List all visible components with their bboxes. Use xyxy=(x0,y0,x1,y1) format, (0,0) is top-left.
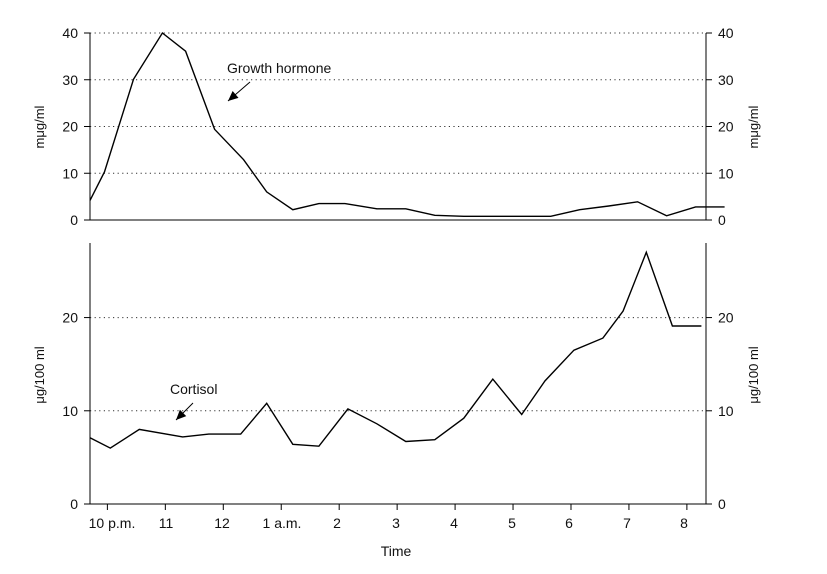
x-tick-label: 3 xyxy=(392,515,400,531)
x-tick-label: 8 xyxy=(680,515,688,531)
x-tick-label: 12 xyxy=(214,515,230,531)
y-axis-label-left: mμg/ml xyxy=(32,105,47,148)
cortisol-line xyxy=(89,250,702,449)
annotation-arrow-head xyxy=(176,409,187,420)
y-tick-label-right: 10 xyxy=(718,403,734,419)
y-tick-label-left: 0 xyxy=(70,496,78,512)
series-annotation: Cortisol xyxy=(170,381,217,397)
x-axis-label: Time xyxy=(381,543,412,559)
x-tick-label: 11 xyxy=(159,515,174,531)
y-tick-label-left: 20 xyxy=(62,119,78,135)
x-tick-label: 2 xyxy=(333,515,341,531)
y-tick-label-left: 40 xyxy=(62,25,78,41)
growth-hormone-panel: 0 0 10 10 20 20 30 30 40 40 mμg/ml mμg/ml Growth hor… xyxy=(32,25,761,228)
x-tick-label: 6 xyxy=(565,515,573,531)
x-tick-label: 7 xyxy=(623,515,631,531)
y-tick-label-right: 20 xyxy=(718,310,734,326)
y-tick-label-right: 10 xyxy=(718,165,734,181)
chart-panels: 0 0 10 10 20 20 30 30 40 40 mμg/ml mμg/ml Growth hor… xyxy=(32,25,761,512)
x-tick-label: 5 xyxy=(508,515,516,531)
growth-hormone-line xyxy=(89,31,725,218)
y-axis-label-right: mμg/ml xyxy=(746,105,761,148)
y-tick-label-right: 20 xyxy=(718,119,734,135)
y-tick-label-left: 10 xyxy=(62,165,78,181)
x-tick-label: 4 xyxy=(450,515,458,531)
y-tick-label-left: 0 xyxy=(70,212,78,228)
series-annotation: Growth hormone xyxy=(227,60,331,76)
y-axis-label-right: μg/100 ml xyxy=(746,346,761,403)
y-tick-label-left: 30 xyxy=(62,72,78,88)
cortisol-panel: 0 0 10 10 20 20 μg/100 ml μg/100 ml Cortisol xyxy=(32,243,761,512)
y-tick-label-left: 20 xyxy=(62,310,78,326)
x-tick-label: 1 a.m. xyxy=(263,515,302,531)
y-axis-label-left: μg/100 ml xyxy=(32,346,47,403)
x-tick-label: 10 p.m. xyxy=(89,515,136,531)
x-axis: 10 p.m. 11 12 1 a.m. 2 3 4 5 6 7 8 xyxy=(89,503,706,531)
y-tick-label-right: 0 xyxy=(718,212,726,228)
y-tick-label-left: 10 xyxy=(62,403,78,419)
y-tick-label-right: 40 xyxy=(718,25,734,41)
annotation-arrow-head xyxy=(228,91,239,101)
y-tick-label-right: 30 xyxy=(718,72,734,88)
y-tick-label-right: 0 xyxy=(718,496,726,512)
